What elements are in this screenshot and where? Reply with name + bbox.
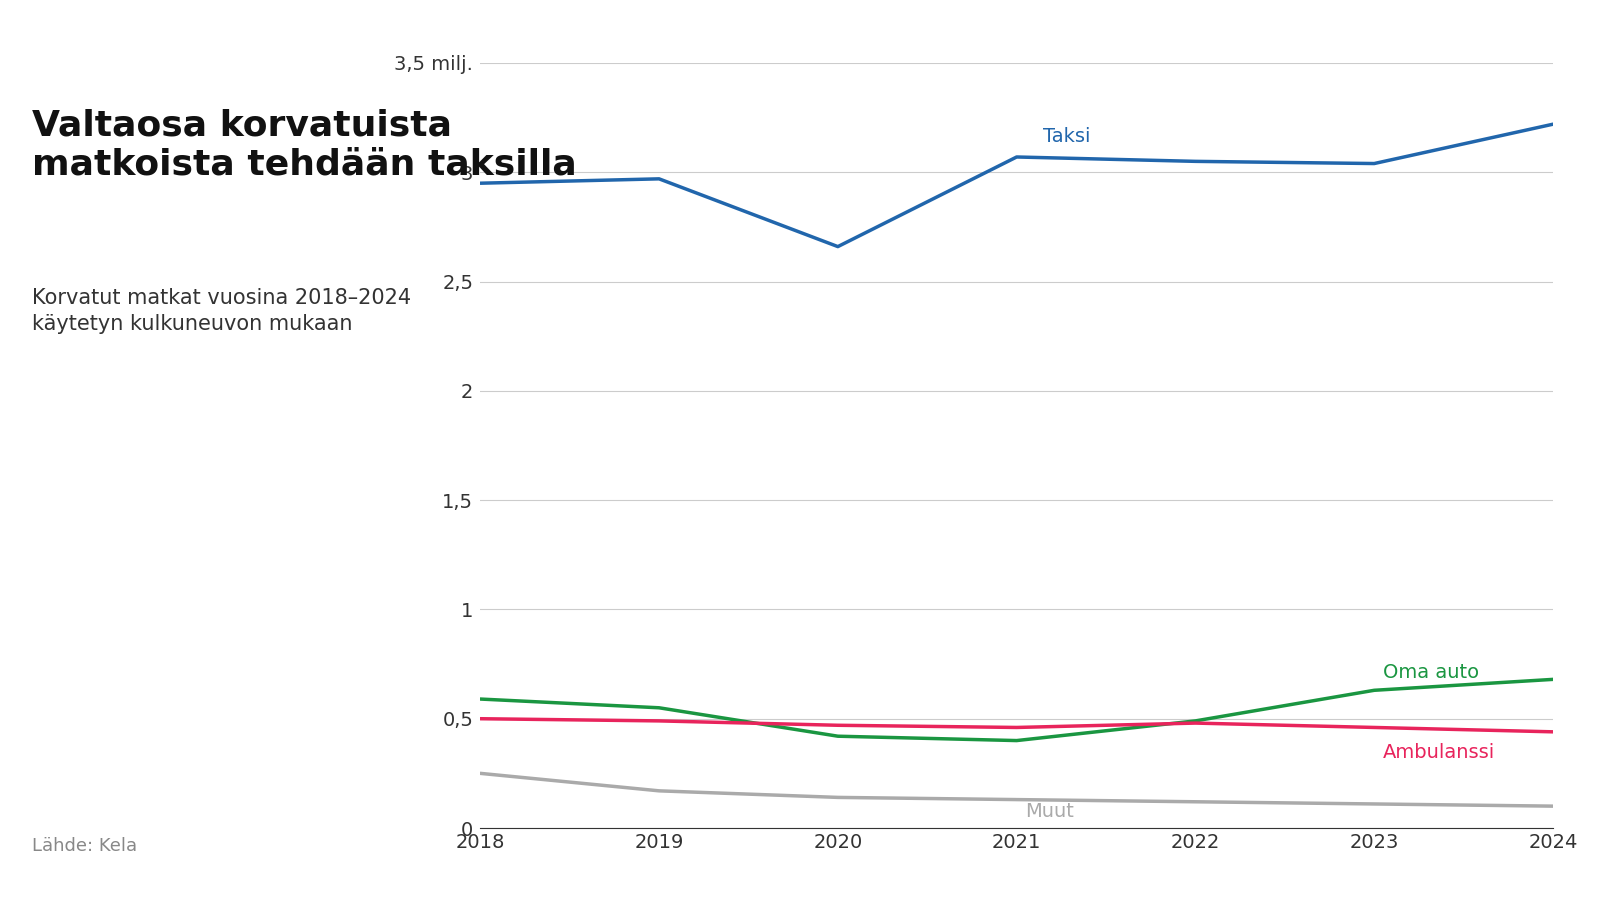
Text: Ambulanssi: Ambulanssi — [1383, 742, 1495, 761]
Text: Taksi: Taksi — [1044, 127, 1090, 146]
Text: Lähde: Kela: Lähde: Kela — [32, 837, 138, 855]
Text: Valtaosa korvatuista
matkoista tehdään taksilla: Valtaosa korvatuista matkoista tehdään t… — [32, 108, 576, 182]
Text: Korvatut matkat vuosina 2018–2024
käytetyn kulkuneuvon mukaan: Korvatut matkat vuosina 2018–2024 käytet… — [32, 288, 411, 335]
Text: Oma auto: Oma auto — [1383, 662, 1479, 681]
Text: Muut: Muut — [1026, 802, 1074, 821]
